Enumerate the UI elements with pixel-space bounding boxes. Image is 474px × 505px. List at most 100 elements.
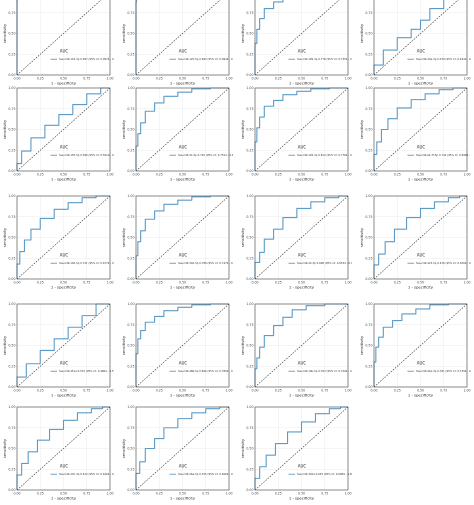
roc-curve [373, 0, 445, 75]
y-tick-label: 0.25 [246, 148, 253, 152]
x-tick-label: 1.00 [106, 281, 113, 285]
y-tick-label: 0.50 [365, 32, 372, 36]
x-tick-label: 1.00 [463, 389, 470, 393]
y-axis-label: sensitivity [2, 23, 7, 43]
legend-title: AUC [179, 361, 188, 366]
x-tick-label: 0.75 [440, 389, 447, 393]
roc-chart-4: 0.000.250.500.751.000.000.250.500.751.00… [359, 0, 471, 86]
roc-curve [16, 195, 110, 279]
legend-title: AUC [298, 253, 307, 258]
roc-chart-3: 0.000.250.500.751.000.000.250.500.751.00… [240, 0, 352, 86]
legend-title: AUC [179, 49, 188, 54]
y-tick-label: 0.75 [127, 11, 134, 15]
roc-panel-19: 0.00 0.25 0.50 0.75 1.00 0.00 0.25 0.50 0.75 1.00… [240, 403, 352, 505]
diagonal-reference-line [16, 87, 111, 172]
roc-panel-17: 0.00 0.25 0.50 0.75 1.00 0.00 0.25 0.50 0.75 1.00… [2, 403, 114, 505]
roc-panel-10: 0.00 0.25 0.50 0.75 1.00 0.00 0.25 0.50 0.75 1.00… [121, 192, 233, 294]
legend-entry: hsa-miR-423-5p 0.676 (95% CI: 0.6304 - 0… [416, 261, 471, 265]
y-tick-label: 0.00 [365, 385, 372, 389]
x-tick-label: 1.00 [344, 173, 351, 177]
x-axis-label: 1 - specificity [170, 81, 196, 86]
x-tick-label: 0.25 [156, 77, 163, 81]
roc-curve [135, 195, 229, 279]
y-tick-label: 0.50 [246, 344, 253, 348]
diagonal-reference-line [254, 87, 349, 172]
y-tick-label: 1.00 [246, 405, 253, 409]
x-tick-label: 0.75 [440, 77, 447, 81]
y-tick-label: 1.00 [8, 86, 15, 90]
y-tick-label: 0.25 [8, 148, 15, 152]
legend: AUC hsa-miR-27b-3p 0.672 (95% CI: 0.6264 … [50, 464, 114, 476]
x-tick-label: 0.75 [202, 281, 209, 285]
roc-panel-9: 0.00 0.25 0.50 0.75 1.00 0.00 0.25 0.50 0.75 1.00… [2, 192, 114, 294]
legend-entry: hsa-miR-192-5p 0.721 (95% CI: 0.6774 - 0… [59, 261, 114, 265]
x-tick-label: 0.75 [321, 173, 328, 177]
y-tick-label: 1.00 [8, 302, 15, 306]
y-tick-label: 0.00 [127, 169, 134, 173]
roc-panel-13: 0.00 0.25 0.50 0.75 1.00 0.00 0.25 0.50 0.75 1.00… [2, 300, 114, 402]
x-tick-label: 1.00 [225, 173, 232, 177]
y-tick-label: 0.75 [8, 215, 15, 219]
x-tick-label: 0.50 [60, 77, 67, 81]
x-tick-label: 0.25 [394, 389, 401, 393]
y-tick-label: 0.50 [8, 447, 15, 451]
y-tick-label: 1.00 [127, 405, 134, 409]
y-tick-label: 0.50 [127, 236, 134, 240]
y-tick-label: 0.75 [127, 107, 134, 111]
x-tick-label: 0.75 [321, 389, 328, 393]
x-axis-label: 1 - specificity [51, 177, 77, 182]
roc-panel-8: 0.00 0.25 0.50 0.75 1.00 0.00 0.25 0.50 0.75 1.00… [359, 84, 471, 186]
roc-panel-4: 0.00 0.25 0.50 0.75 1.00 0.00 0.25 0.50 0.75 1.00… [359, 0, 471, 90]
y-axis-label: sensitivity [2, 227, 7, 247]
x-axis-label: 1 - specificity [170, 177, 196, 182]
legend: AUC hsa-miR-423-5p 0.676 (95% CI: 0.6304 … [407, 253, 471, 265]
x-tick-label: 0.50 [60, 389, 67, 393]
plot-frame [135, 87, 230, 172]
x-tick-label: 0.25 [394, 77, 401, 81]
diagonal-reference-line [16, 0, 102, 76]
x-tick-label: 0.00 [132, 77, 139, 81]
y-tick-label: 0.50 [365, 344, 372, 348]
y-tick-label: 0.75 [365, 215, 372, 219]
x-axis-label: 1 - specificity [289, 285, 315, 290]
roc-chart-14: 0.00 0.25 0.50 0.75 1.00 0.00 0.25 0.50 0.75 1.00… [121, 302, 233, 397]
y-tick-label: 0.25 [246, 256, 253, 260]
x-tick-label: 1.00 [344, 77, 351, 81]
legend-title: AUC [60, 253, 69, 258]
x-tick-label: 1.00 [225, 389, 232, 393]
y-tick-label: 0.50 [127, 447, 134, 451]
roc-chart-5: 0.00 0.25 0.50 0.75 1.00 0.00 0.25 0.50 0.75 1.00… [2, 86, 114, 182]
x-tick-label: 0.00 [370, 389, 377, 393]
y-tick-label: 0.00 [365, 277, 372, 281]
roc-curve [135, 303, 229, 387]
y-axis-label: sensitivity [359, 335, 364, 355]
x-axis-label: 1 - specificity [408, 285, 434, 290]
legend: AUC hsa-miR-320a 0.654 (95% CI: 0.6084 - … [288, 464, 352, 476]
y-tick-label: 1.00 [8, 194, 15, 198]
roc-chart-11: 0.00 0.25 0.50 0.75 1.00 0.00 0.25 0.50 0.75 1.00… [240, 194, 352, 290]
y-tick-label: 0.75 [8, 323, 15, 327]
legend-entry: hsa-miR-29a-3p 0.539 (95% CI: 0.4942 - 0… [416, 57, 471, 61]
legend: AUC hsa-miR-199-3p 0.778 (95% CI: 0.7354 … [288, 49, 352, 61]
x-tick-label: 0.75 [202, 492, 209, 496]
roc-chart-19: 0.00 0.25 0.50 0.75 1.000.000.250.500.751.00… [240, 405, 352, 500]
y-tick-label: 0.25 [246, 364, 253, 368]
y-axis-label: sensitivity [240, 438, 245, 458]
x-tick-label: 1.00 [225, 281, 232, 285]
x-tick-label: 0.75 [83, 281, 90, 285]
x-tick-label: 0.50 [298, 173, 305, 177]
legend-title: AUC [60, 49, 69, 54]
legend-entry: hsa-miR-30d-5p 0.788 (95% CI: 0.7474 - 0… [178, 261, 233, 265]
x-tick-label: 0.75 [202, 389, 209, 393]
legend-entry: hsa-miR-22-3p 0.698 (95% CI: 0.6534 - 0.… [297, 261, 352, 265]
y-tick-label: 0.25 [127, 364, 134, 368]
x-tick-label: 0.25 [37, 281, 44, 285]
legend-title: AUC [298, 49, 307, 54]
y-tick-label: 0.00 [246, 73, 253, 77]
y-tick-label: 0.25 [365, 364, 372, 368]
roc-panel-11: 0.00 0.25 0.50 0.75 1.00 0.00 0.25 0.50 0.75 1.00… [240, 192, 352, 294]
x-tick-label: 0.25 [37, 389, 44, 393]
x-tick-label: 0.50 [417, 389, 424, 393]
diagonal-reference-line [135, 87, 230, 172]
diagonal-reference-line [373, 195, 468, 280]
